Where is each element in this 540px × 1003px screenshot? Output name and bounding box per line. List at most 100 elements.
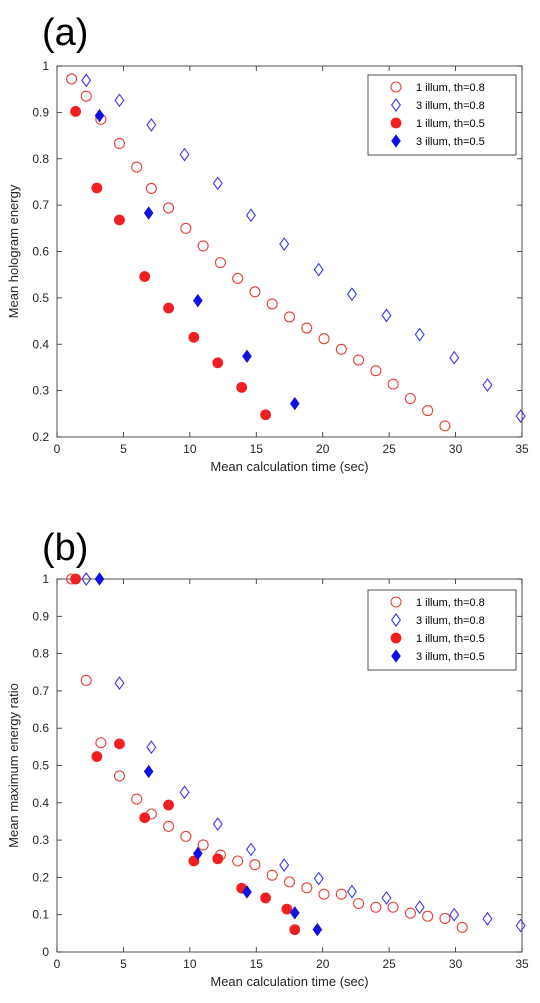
x-tick-label: 35 [515,957,529,971]
data-point [81,572,92,586]
data-point [94,108,105,123]
legend-entry: 1 illum, th=0.5 [416,118,485,130]
data-point [91,182,103,194]
data-point [180,830,192,842]
x-tick-label: 20 [316,442,330,456]
data-point [143,764,154,779]
series-4 [94,572,323,937]
data-point [318,333,330,345]
data-point [387,901,399,913]
y-tick-label: 0.8 [32,152,49,166]
data-point [249,286,261,298]
y-tick-label: 0.7 [32,198,49,212]
data-point [346,287,357,302]
x-axis-label: Mean calculation time (sec) [210,974,368,989]
data-point [80,674,92,687]
data-point [180,222,192,234]
legend-marker [390,81,402,93]
data-point [353,354,365,366]
data-point [404,392,416,405]
y-tick-label: 0.6 [32,721,49,735]
x-tick-label: 30 [449,957,463,971]
legend-marker [390,596,402,608]
data-point [482,378,493,393]
y-tick-label: 0.3 [32,833,49,847]
x-tick-label: 10 [183,957,197,971]
panel-label: (b) [42,527,88,569]
y-tick-label: 0 [42,945,49,959]
data-point [145,182,157,194]
data-point [290,396,300,411]
data-point [114,676,125,691]
y-tick-label: 0.9 [32,609,49,623]
legend: 1 illum, th=0.8 3 illum, th=0.8 1 illum, t… [367,74,517,156]
y-tick-label: 0.5 [32,759,49,773]
data-point [245,842,256,857]
legend-entry: 3 illum, th=0.5 [416,136,485,148]
x-tick-label: 20 [316,957,330,971]
x-tick-label: 15 [250,957,264,971]
data-point [114,738,125,750]
data-point [456,921,468,933]
data-point [387,378,399,390]
data-point [212,176,223,191]
x-axis-label: Mean calculation time (sec) [210,459,368,474]
data-point [146,117,157,132]
data-point [279,858,290,873]
series-2 [81,73,526,424]
legend-marker [390,632,402,644]
series-4 [94,108,300,411]
data-point [312,922,323,937]
data-point [188,331,200,343]
data-point [131,161,143,173]
data-point [245,208,256,223]
data-point [214,257,226,269]
x-tick-label: 15 [250,442,264,456]
data-point [404,907,416,919]
legend-entry: 3 illum, th=0.8 [416,100,485,112]
data-point [482,911,493,926]
data-point [414,900,425,915]
data-point [301,882,313,894]
data-point [179,785,190,800]
data-point [197,240,209,252]
data-point [353,897,365,910]
data-point [249,859,261,871]
series-3 [70,573,301,936]
data-point [143,206,154,220]
data-point [197,839,209,851]
chart-panel-1: (a) 0 5 10 15 20 25 30 35 0.2 0.3 0.4 0.5 0.6 0.7 0.8 0.… [6,12,529,474]
legend-entry: 1 illum, th=0.8 [416,82,485,94]
data-point [163,799,175,811]
x-tick-label: 5 [120,957,127,971]
data-point [266,869,278,881]
x-tick-label: 0 [54,957,61,971]
y-tick-label: 0.3 [32,384,49,398]
data-point [313,262,324,277]
y-tick-label: 1 [42,59,49,73]
x-tick-label: 5 [120,442,127,456]
data-point [515,409,526,424]
data-point [301,322,313,334]
data-point [439,912,451,924]
x-tick-label: 35 [515,442,529,456]
data-point [232,855,244,867]
data-point [279,237,290,252]
x-tick-label: 25 [382,442,396,456]
data-point [163,302,175,314]
data-point [515,918,526,933]
data-point [370,365,382,377]
data-point [113,770,125,782]
series-3 [70,106,271,421]
data-point [70,106,81,117]
chart-panel-2: (b) 0 5 10 15 20 25 30 35 0 0.1 0.2 0.3 0.4 0.5 0.6 0.7 0… [6,527,529,989]
data-point [242,349,252,363]
y-tick-label: 0.7 [32,684,49,698]
data-point [381,308,392,323]
y-tick-label: 0.2 [32,870,49,884]
data-point [193,293,203,308]
data-point [346,884,357,899]
legend-marker [391,134,401,148]
data-point [95,737,107,749]
data-point [318,888,330,900]
